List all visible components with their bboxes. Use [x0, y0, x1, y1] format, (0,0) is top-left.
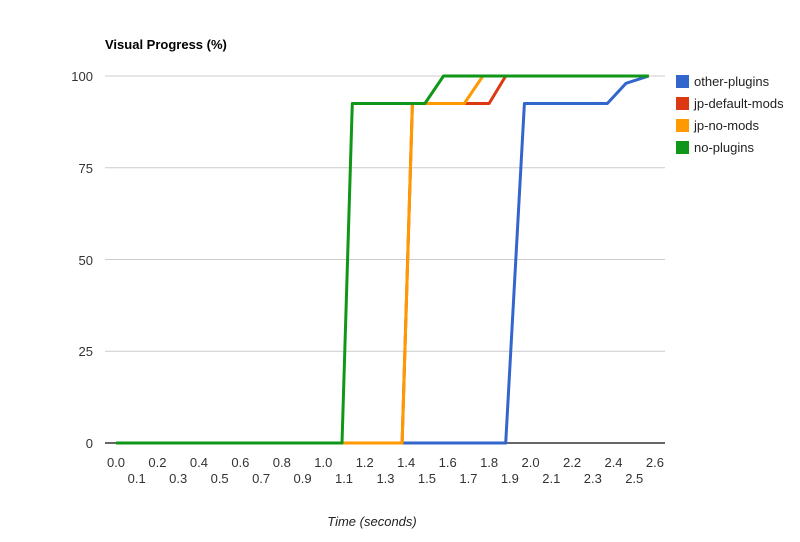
- x-tick-label-1.2: 1.2: [355, 455, 374, 470]
- x-tick-label-0.1: 0.1: [127, 471, 146, 486]
- x-tick-label-1.5: 1.5: [417, 471, 436, 486]
- x-tick-label-1.1: 1.1: [334, 471, 354, 486]
- x-tick-label-0.7: 0.7: [252, 471, 271, 486]
- legend-swatch-icon: [676, 140, 689, 154]
- y-tick-label-0: 0: [85, 436, 93, 451]
- x-tick-label-1.7: 1.7: [459, 471, 478, 486]
- x-tick-label-0.9: 0.9: [293, 471, 312, 486]
- x-tick-label-0.2: 0.2: [148, 455, 167, 470]
- chart-title: Visual Progress (%): [105, 37, 227, 52]
- x-axis-title: Time (seconds): [327, 514, 417, 529]
- legend-label: no-plugins: [694, 139, 754, 155]
- series-line-other-plugins: [116, 74, 650, 445]
- x-tick-label-2.4: 2.4: [604, 455, 623, 470]
- series-line-no-plugins: [116, 74, 649, 445]
- x-tick-label-1.9: 1.9: [500, 471, 519, 486]
- x-tick-label-0.3: 0.3: [169, 471, 188, 486]
- y-tick-label-50: 50: [78, 252, 93, 268]
- x-tick-label-0.4: 0.4: [189, 455, 208, 470]
- x-tick-label-1.0: 1.0: [314, 455, 333, 470]
- y-tick-label-75: 75: [78, 160, 93, 176]
- legend-swatch-icon: [676, 96, 689, 110]
- y-tick-label-25: 25: [78, 344, 93, 360]
- x-tick-label-0.8: 0.8: [272, 455, 291, 470]
- legend-swatch-icon: [676, 74, 689, 88]
- legend-swatch-icon: [676, 118, 689, 132]
- x-tick-label-0.0: 0.0: [106, 455, 126, 470]
- legend-label: jp-no-mods: [694, 117, 760, 133]
- x-tick-label-1.6: 1.6: [438, 455, 457, 470]
- x-tick-label-1.3: 1.3: [376, 471, 395, 486]
- legend-item-no-plugins: no-plugins: [676, 136, 784, 158]
- legend-label: jp-default-mods: [694, 95, 784, 111]
- x-tick-label-2.5: 2.5: [625, 471, 644, 486]
- legend: other-plugins jp-default-mods jp-no-mods no…: [676, 70, 784, 158]
- x-tick-label-2.1: 2.1: [542, 471, 561, 486]
- legend-item-jp-default-mods: jp-default-mods: [676, 92, 784, 114]
- legend-item-other-plugins: other-plugins: [676, 70, 784, 92]
- x-tick-label-0.5: 0.5: [210, 471, 229, 486]
- x-tick-label-2.6: 2.6: [645, 455, 664, 470]
- legend-label: other-plugins: [694, 73, 770, 89]
- x-tick-label-2.0: 2.0: [521, 455, 540, 470]
- x-tick-label-2.2: 2.2: [563, 455, 582, 470]
- y-tick-label-100: 100: [71, 69, 93, 84]
- x-tick-label-1.8: 1.8: [480, 455, 499, 470]
- legend-item-jp-no-mods: jp-no-mods: [676, 114, 784, 136]
- x-tick-label-1.4: 1.4: [397, 455, 416, 470]
- x-tick-label-0.6: 0.6: [231, 455, 250, 470]
- x-tick-label-2.3: 2.3: [583, 471, 602, 486]
